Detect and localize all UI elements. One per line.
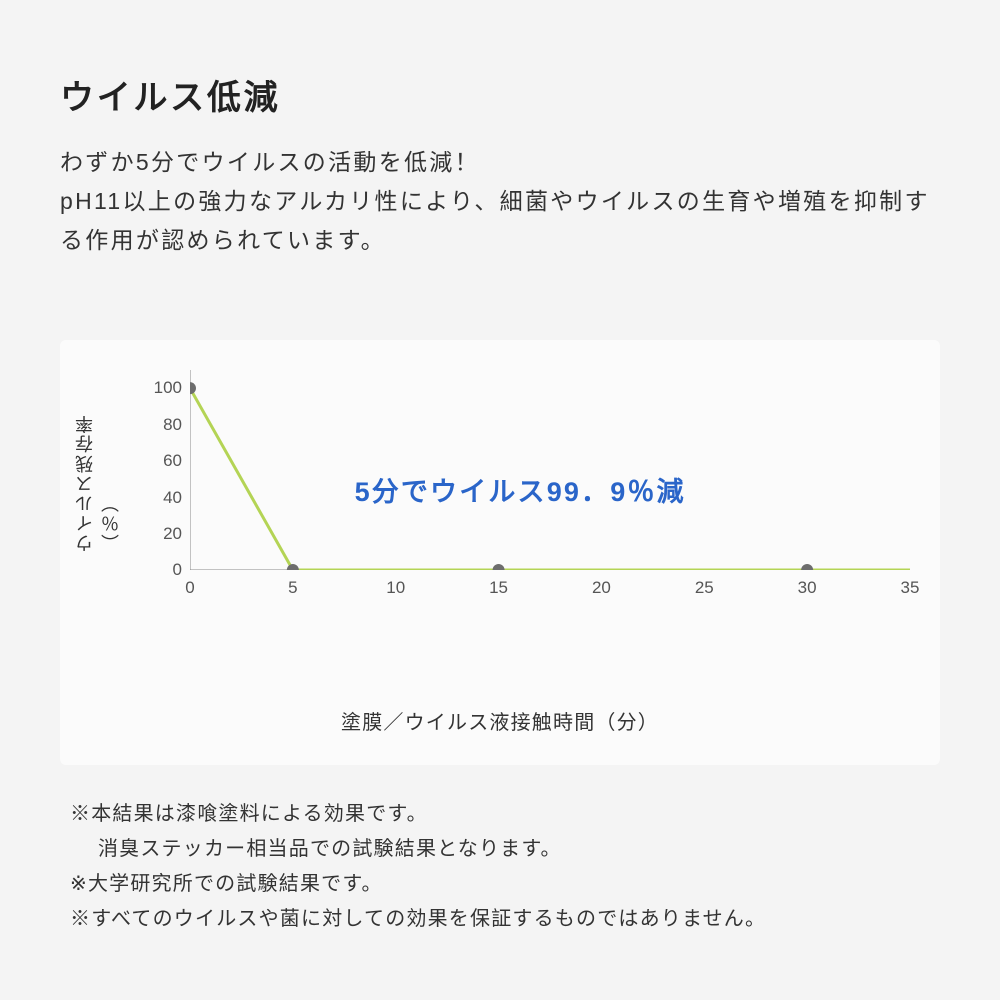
y-tick: 60 [163,451,190,471]
x-tick: 20 [592,570,611,598]
x-tick: 0 [185,570,194,598]
y-tick: 20 [163,524,190,544]
y-tick: 100 [154,378,190,398]
notes: ※本結果は漆喰塗料による効果です。 消臭ステッカー相当品での試験結果となります。… [60,797,940,937]
x-tick: 5 [288,570,297,598]
lead-paragraph: わずか5分でウイルスの活動を低減！pH11以上の強力なアルカリ性により、細菌やウ… [60,143,940,260]
y-tick: 40 [163,488,190,508]
x-tick: 25 [695,570,714,598]
chart-panel: ウイルス残存率（％） 5分でウイルス99．9％減 020406080100051… [60,340,940,765]
chart-plot: 5分でウイルス99．9％減 02040608010005101520253035 [190,370,910,570]
x-tick: 35 [901,570,920,598]
x-tick: 15 [489,570,508,598]
y-axis-label: ウイルス残存率（％） [72,412,124,552]
y-tick: 80 [163,415,190,435]
section-heading: ウイルス低減 [60,70,940,119]
x-tick: 30 [798,570,817,598]
x-tick: 10 [386,570,405,598]
x-axis-label: 塗膜／ウイルス液接触時間（分） [80,706,920,735]
chart-area: ウイルス残存率（％） 5分でウイルス99．9％減 020406080100051… [80,370,920,650]
chart-callout: 5分でウイルス99．9％減 [355,470,686,509]
